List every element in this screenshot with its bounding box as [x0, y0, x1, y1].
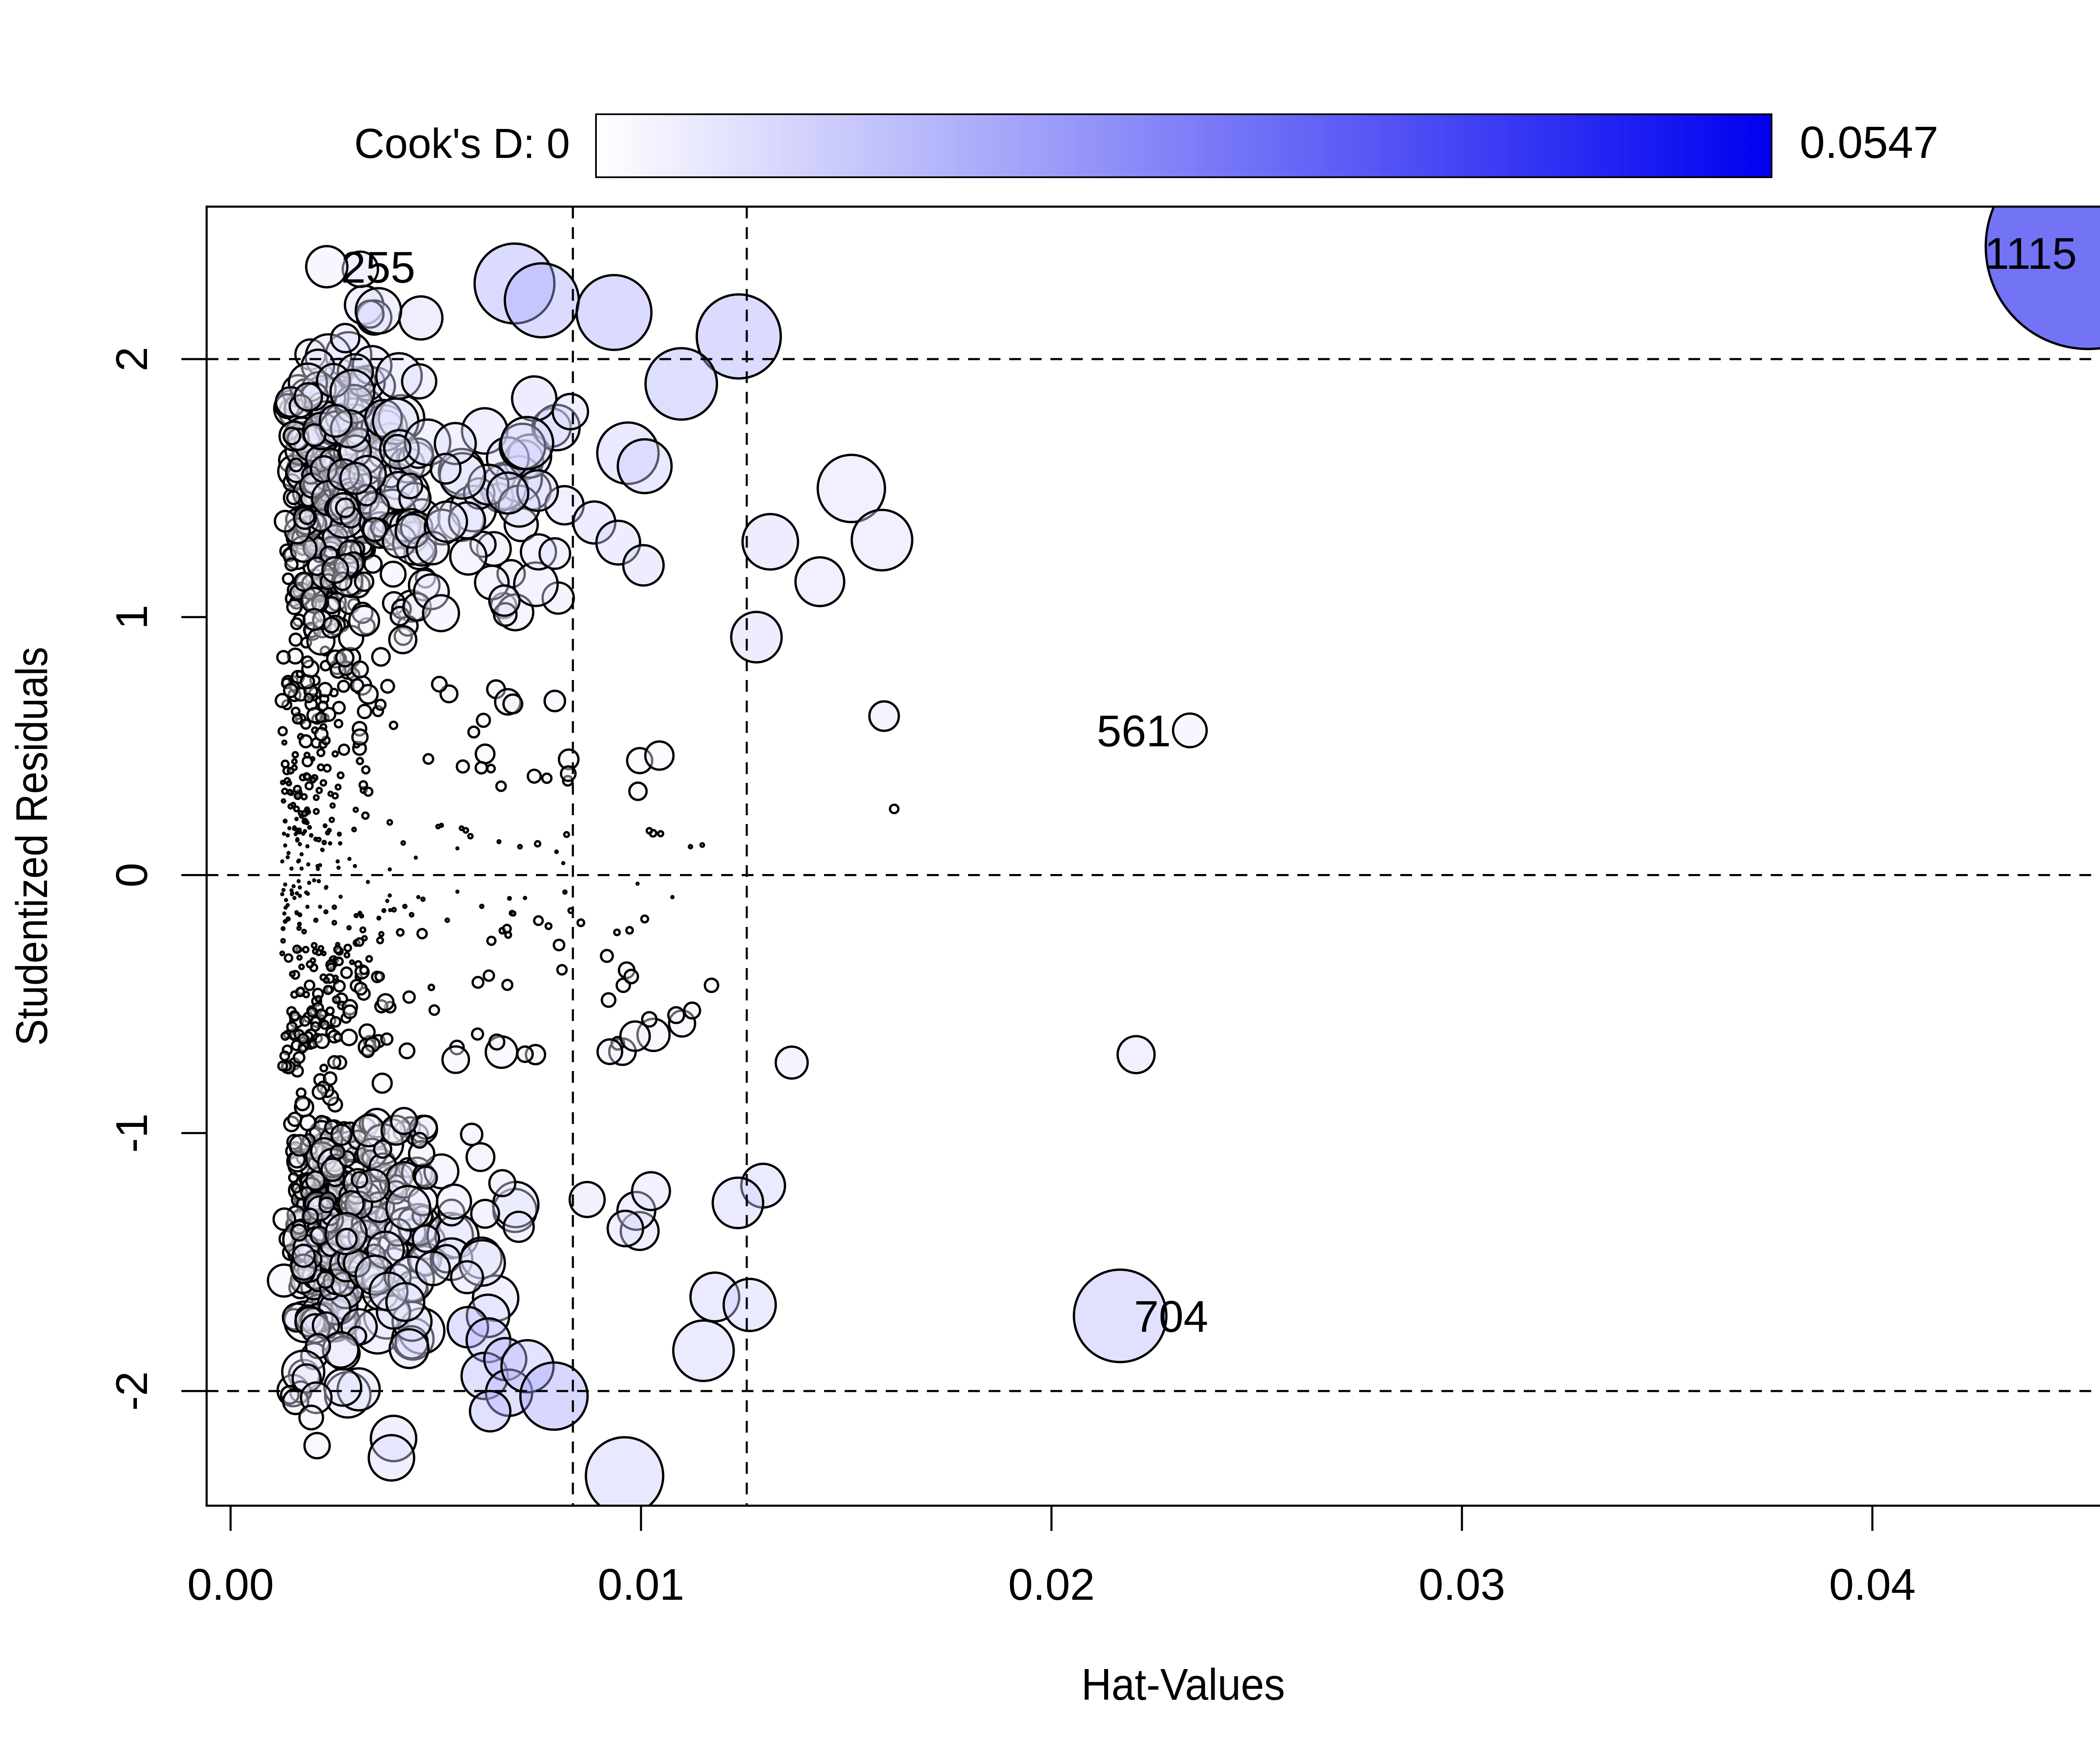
svg-text:0.02: 0.02 — [1008, 1560, 1095, 1609]
svg-text:Hat-Values: Hat-Values — [1082, 1660, 1285, 1709]
svg-text:255: 255 — [341, 243, 415, 292]
svg-text:0.03: 0.03 — [1419, 1560, 1505, 1609]
svg-text:0.01: 0.01 — [598, 1560, 684, 1609]
svg-text:1115: 1115 — [1984, 229, 2077, 278]
svg-text:2: 2 — [107, 347, 157, 372]
svg-text:561: 561 — [1097, 706, 1171, 756]
svg-text:0: 0 — [107, 863, 157, 887]
svg-text:1: 1 — [107, 605, 157, 630]
svg-text:704: 704 — [1134, 1292, 1208, 1341]
svg-text:0.0547: 0.0547 — [1800, 117, 1938, 168]
svg-text:-2: -2 — [107, 1371, 157, 1411]
svg-text:Studentized Residuals: Studentized Residuals — [7, 647, 57, 1046]
svg-text:Cook's D: 0: Cook's D: 0 — [354, 120, 570, 167]
svg-text:0.04: 0.04 — [1829, 1560, 1916, 1609]
svg-text:0.00: 0.00 — [187, 1560, 274, 1609]
svg-text:-1: -1 — [107, 1113, 157, 1153]
